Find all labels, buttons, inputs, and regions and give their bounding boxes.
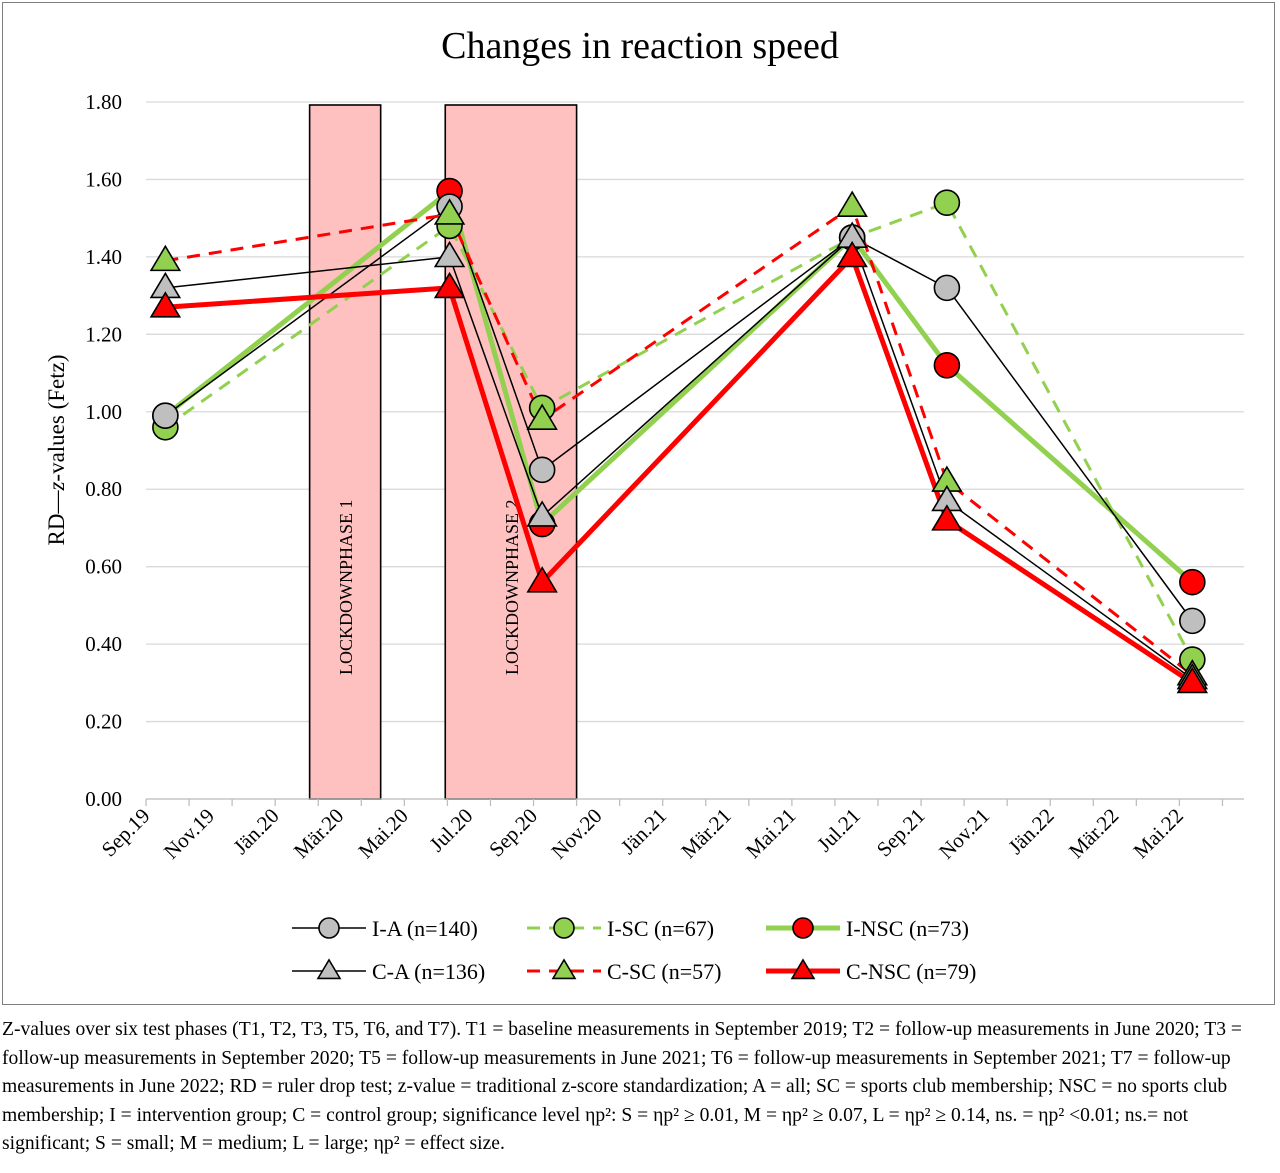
y-tick-label: 1.60: [85, 167, 122, 191]
data-point: [933, 189, 961, 216]
data-point: [1179, 568, 1206, 596]
data-point: [792, 917, 814, 939]
data-point: [318, 917, 340, 939]
x-tick-label: Mär.22: [1064, 804, 1123, 863]
y-tick-label: 1.80: [85, 90, 122, 114]
y-tick-label: 0.00: [85, 787, 122, 811]
data-point: [526, 500, 558, 527]
series-i-sc: [164, 201, 1194, 661]
series-c-a: [165, 236, 1193, 680]
data-point: [553, 917, 575, 939]
x-tick-label: Sep.21: [872, 804, 930, 862]
data-point: [433, 240, 466, 268]
x-tick-label: Mai.20: [353, 804, 412, 863]
x-tick-label: Jul.20: [425, 804, 478, 857]
x-tick-label: Jän.22: [1003, 804, 1058, 859]
series-c-sc: [165, 205, 1194, 677]
series-line: [164, 205, 1193, 622]
data-point: [931, 504, 963, 531]
data-point: [433, 198, 466, 225]
series-line: [164, 201, 1194, 661]
x-tick-label: Jän.21: [616, 804, 671, 859]
x-tick-label: Jän.20: [228, 804, 283, 859]
x-tick-label: Sep.20: [484, 804, 542, 862]
y-tick-label: 1.00: [85, 400, 122, 424]
series-line: [163, 188, 1194, 585]
data-point: [149, 291, 182, 318]
markers-c-nsc: [149, 240, 1209, 694]
y-tick-label: 1.20: [85, 322, 122, 346]
data-point: [790, 958, 816, 980]
x-tick-label: Mär.21: [676, 804, 735, 863]
y-tick-label: 0.60: [85, 555, 122, 579]
x-tick-label: Mai.22: [1128, 804, 1187, 863]
x-tick-label: Nov.20: [547, 804, 607, 864]
legend-label: C-SC (n=57): [607, 959, 721, 984]
y-tick-label: 0.40: [85, 632, 122, 656]
series-line: [165, 236, 1193, 680]
legend-item-5: C-SC (n=57): [527, 958, 721, 984]
x-tick-label: Nov.21: [934, 804, 994, 864]
data-point: [526, 566, 558, 593]
series-line: [165, 254, 1194, 685]
legend-item-6: C-NSC (n=79): [766, 958, 976, 984]
chart-frame: [2, 2, 1275, 1005]
x-tick-label: Nov.19: [159, 804, 219, 864]
data-point: [836, 240, 868, 268]
y-tick-label: 1.40: [85, 245, 122, 269]
line-chart: Changes in reaction speed 0.00 0.20 0.40 0.6…: [44, 25, 1244, 984]
x-tick-label: Jul.21: [812, 804, 865, 857]
lockdown-region-2: [444, 104, 578, 800]
series-line: [165, 205, 1194, 677]
data-point: [526, 403, 558, 430]
data-point: [433, 271, 466, 299]
lockdown-label-1: LOCKDOWNPHASE 1: [336, 499, 356, 675]
legend-label: I-A (n=140): [372, 916, 478, 941]
data-point: [149, 244, 182, 272]
lockdown-region-1: [308, 104, 382, 800]
data-point: [316, 958, 342, 980]
x-tick-label: Sep.19: [97, 804, 155, 862]
data-point: [1176, 666, 1209, 694]
x-tick-label: Mai.21: [741, 804, 800, 863]
caption-text: Z-values over six test phases (T1, T2, T…: [2, 1019, 1242, 1154]
chart-title: Changes in reaction speed: [441, 25, 839, 67]
legend-label: I-SC (n=67): [607, 916, 714, 941]
series-c-nsc: [165, 254, 1194, 685]
lockdown-label-2: LOCKDOWNPHASE 2: [502, 500, 522, 676]
x-tick-label: Mär.20: [289, 804, 348, 863]
legend-label: I-NSC (n=73): [846, 916, 969, 941]
legend-item-4: C-A (n=136): [292, 958, 485, 984]
legend-item-1: I-A (n=140): [292, 916, 478, 941]
data-point: [528, 456, 556, 484]
legend-item-2: I-SC (n=67): [527, 916, 714, 941]
legend-item-3: I-NSC (n=73): [766, 916, 969, 941]
data-point: [933, 274, 961, 302]
y-tick-label: 0.80: [85, 477, 122, 501]
data-point: [152, 402, 179, 429]
y-tick-label: 0.20: [85, 710, 122, 734]
data-point: [836, 190, 868, 217]
data-point: [933, 352, 961, 379]
series-i-nsc: [163, 188, 1194, 585]
data-point: [1179, 607, 1206, 635]
figure-caption: Z-values over six test phases (T1, T2, T…: [2, 1016, 1276, 1159]
y-axis-label: RD—z-values (Fetz): [44, 355, 69, 546]
data-point: [551, 958, 577, 980]
series-i-a: [164, 205, 1193, 622]
legend-label: C-A (n=136): [372, 959, 485, 984]
legend-label: C-NSC (n=79): [846, 959, 976, 984]
